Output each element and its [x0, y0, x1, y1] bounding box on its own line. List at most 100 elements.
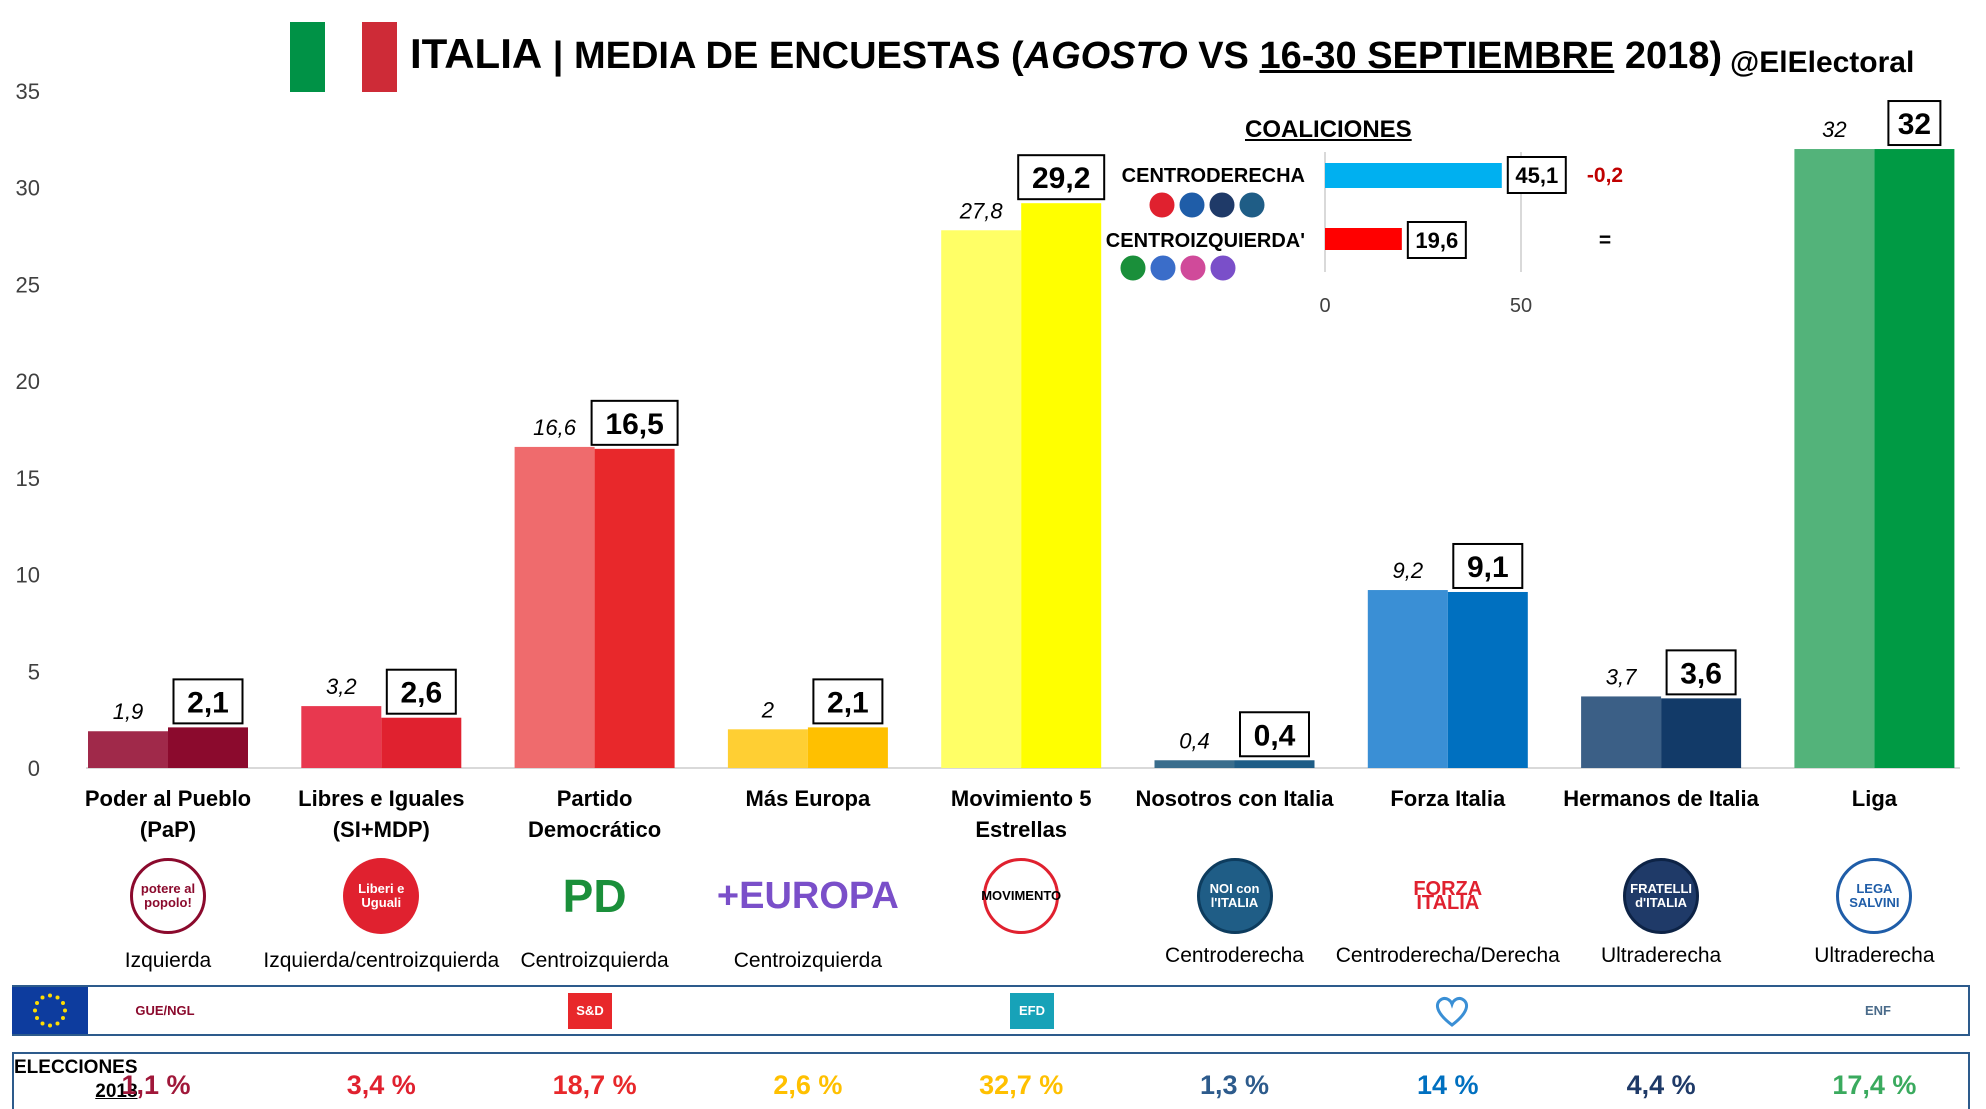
- data-label-september: 2,1: [187, 686, 229, 719]
- data-label-september: 29,2: [1032, 162, 1090, 195]
- data-label-august: 3,7: [1606, 664, 1637, 689]
- election-result: 17,4 %: [1832, 1070, 1917, 1100]
- eu-star: [63, 1008, 67, 1013]
- x-tick-label-line: Poder al Pueblo: [84, 786, 252, 811]
- eu-stars-icon: [33, 993, 67, 1028]
- election-result: 2,6 %: [773, 1070, 843, 1100]
- eu-flag-icon: [12, 987, 88, 1034]
- coalition-party-logo-icon: [1238, 191, 1266, 219]
- x-tick-label: Partido Democrático: [485, 783, 705, 845]
- x-tick-label-line: Forza Italia: [1390, 786, 1506, 811]
- bar-august: [941, 230, 1022, 769]
- x-tick-label-line: Partido: [556, 786, 633, 811]
- x-tick-label-line: Nosotros con Italia: [1135, 786, 1334, 811]
- bar-august: [1581, 696, 1662, 768]
- election-result: 1,3 %: [1199, 1070, 1270, 1100]
- x-tick-label-line: Democrático: [527, 817, 662, 842]
- election-result: 4,4 %: [1626, 1070, 1696, 1100]
- coalition-party-logo-icon: [1148, 191, 1176, 219]
- s-and-d-logo: S&D: [568, 993, 612, 1029]
- inset-change-label: -0,2: [1587, 164, 1623, 187]
- inset-category-label: CENTRODERECHA: [1122, 165, 1305, 187]
- eu-star: [40, 995, 45, 1000]
- inset-tick-label: 0: [1319, 295, 1330, 317]
- elections-label-year: 2018: [95, 1081, 138, 1102]
- elections-label-line1: ELECCIONES: [14, 1057, 138, 1078]
- bar-september: [1021, 203, 1102, 768]
- x-tick-label-line: (PaP): [139, 817, 197, 842]
- ideology-label: Izquierda: [124, 949, 212, 972]
- x-tick-label-line: Movimiento 5: [950, 786, 1092, 811]
- data-label-box: [812, 678, 884, 725]
- data-label-september: 16,5: [605, 408, 663, 441]
- bar-august: [88, 731, 168, 768]
- elections-strip: [12, 1052, 1970, 1109]
- elections-label: ELECCIONES 2018: [14, 1056, 138, 1104]
- bar-september: [381, 717, 462, 768]
- coalition-party-logo-icon: [1149, 254, 1177, 282]
- data-label-september: 32: [1898, 108, 1931, 141]
- ideology-label: Izquierda/centroizquierda: [263, 949, 500, 972]
- bar-august: [1794, 149, 1875, 768]
- data-label-september: 3,6: [1680, 657, 1722, 690]
- epp-heart-logo: [1422, 993, 1482, 1029]
- coalition-party-logo-icon: [1119, 254, 1147, 282]
- data-label-august: 1,9: [113, 699, 144, 724]
- data-label-august: 2: [761, 697, 774, 722]
- x-tick-label: Liga: [1764, 783, 1984, 814]
- data-label-august: 27,8: [959, 198, 1004, 223]
- data-label-box: [590, 399, 679, 446]
- efd-logo: EFD: [1010, 993, 1054, 1029]
- data-label-box: [1017, 154, 1106, 201]
- election-result: 32,7 %: [979, 1070, 1064, 1100]
- data-label-september: 2,6: [400, 677, 442, 710]
- data-label-box: [1887, 100, 1942, 147]
- bar-august: [301, 706, 382, 768]
- bar-september: [807, 727, 888, 768]
- ideology-label: Centroizquierda: [733, 949, 883, 972]
- x-tick-label-line: Libres e Iguales: [298, 786, 465, 811]
- bar-august: [514, 446, 595, 768]
- data-label-september: 0,4: [1254, 719, 1296, 752]
- group-text: S&D: [576, 1003, 604, 1018]
- coalitions-title: COALICIONES: [1245, 116, 1412, 143]
- bar-september: [594, 448, 675, 768]
- eu-star: [40, 1021, 45, 1026]
- inset-tick-label: 50: [1510, 295, 1532, 317]
- election-result: 3,4 %: [346, 1070, 416, 1100]
- bar-september: [1234, 760, 1315, 768]
- bar-september: [168, 727, 248, 768]
- liberi-e-uguali-logo: Liberi e Uguali: [343, 858, 420, 934]
- fratelli-italia-logo: FRATELLI d'ITALIA: [1623, 858, 1700, 934]
- ideology-label: Ultraderecha: [1814, 944, 1935, 967]
- y-tick-label: 25: [16, 272, 40, 297]
- inset-bar: [1325, 163, 1502, 188]
- lega-logo: LEGA SALVINI: [1836, 858, 1913, 934]
- data-label-september: 2,1: [827, 686, 869, 719]
- data-label-box: [1452, 542, 1524, 589]
- election-result: 1,1 %: [121, 1070, 191, 1100]
- logo-text: LEGA SALVINI: [1849, 881, 1900, 910]
- coalition-party-logo-icon: [1178, 191, 1206, 219]
- data-label-box: [1239, 711, 1310, 758]
- italy-flag-red: [362, 22, 397, 92]
- data-label-box: [1665, 649, 1737, 696]
- logo-text: PD: [562, 870, 627, 922]
- piu-europa-logo: +EUROPA: [708, 858, 908, 934]
- eu-star: [48, 993, 52, 998]
- group-text: GUE/NGL: [135, 1003, 195, 1018]
- y-tick-label: 20: [16, 369, 40, 394]
- bar-september: [1447, 591, 1528, 768]
- m5s-logo: MOVIMENTO: [981, 858, 1061, 934]
- coalition-party-logo-icon: [1209, 254, 1237, 282]
- inset-change-label: =: [1599, 229, 1611, 252]
- bar-september: [1661, 698, 1742, 768]
- x-tick-label: Libres e Iguales (SI+MDP): [271, 783, 491, 845]
- y-tick-label: 15: [16, 466, 40, 491]
- data-label-september: 9,1: [1467, 551, 1509, 584]
- eu-star: [33, 1008, 37, 1013]
- coalition-party-logo-icon: [1208, 191, 1236, 219]
- x-tick-label-line: Más Europa: [745, 786, 871, 811]
